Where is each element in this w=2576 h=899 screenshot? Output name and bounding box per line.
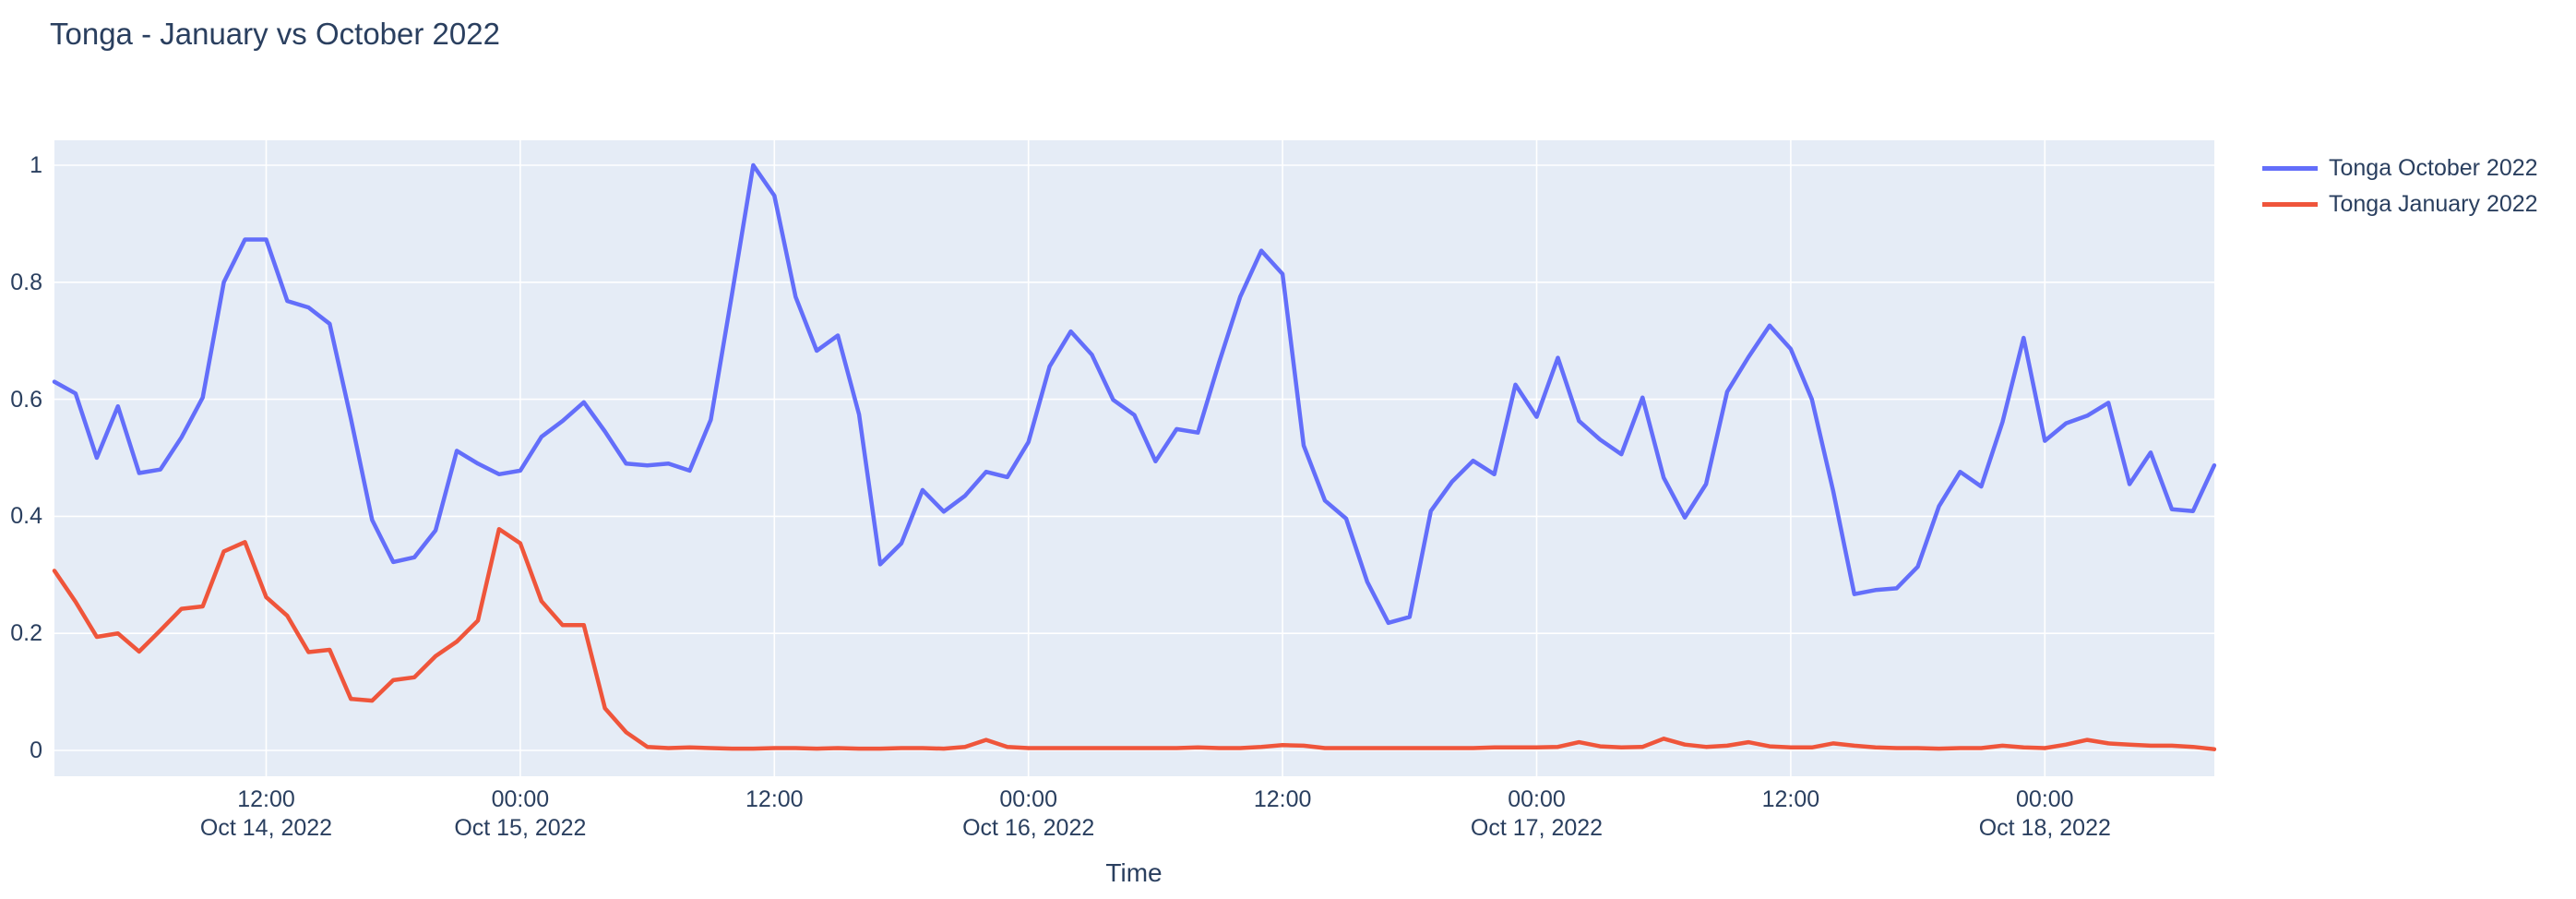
x-tick-label: 00:00 Oct 17, 2022 — [1470, 786, 1604, 841]
x-tick-label: 12:00 Oct 14, 2022 — [199, 786, 333, 841]
legend-line-swatch — [2262, 166, 2318, 171]
series-line-october[interactable] — [52, 162, 2217, 626]
chart-title: Tonga - January vs October 2022 — [50, 17, 500, 51]
x-tick-label: 00:00 Oct 16, 2022 — [962, 786, 1095, 841]
x-tick-label: 12:00 — [1253, 786, 1312, 812]
x-tick-label: 12:00 — [745, 786, 804, 812]
legend-label: Tonga October 2022 — [2329, 155, 2538, 181]
y-tick-label: 0 — [30, 737, 42, 763]
series-line-january[interactable] — [52, 527, 2217, 751]
legend-item-october[interactable]: Tonga October 2022 — [2262, 150, 2538, 186]
y-tick-label: 0.2 — [10, 620, 42, 647]
x-tick-label: 12:00 — [1761, 786, 1820, 812]
chart-svg[interactable] — [52, 140, 2217, 776]
x-axis-title: Time — [1105, 858, 1163, 887]
x-tick-label: 00:00 Oct 15, 2022 — [454, 786, 587, 841]
y-tick-label: 0.6 — [10, 386, 42, 413]
legend: Tonga October 2022 Tonga January 2022 — [2262, 150, 2538, 222]
legend-item-january[interactable]: Tonga January 2022 — [2262, 186, 2538, 222]
y-tick-label: 1 — [30, 152, 42, 178]
y-tick-label: 0.4 — [10, 503, 42, 530]
y-tick-label: 0.8 — [10, 269, 42, 295]
legend-label: Tonga January 2022 — [2329, 191, 2538, 217]
x-tick-label: 00:00 Oct 18, 2022 — [1978, 786, 2111, 841]
legend-line-swatch — [2262, 202, 2318, 207]
plot-area[interactable] — [52, 140, 2217, 776]
